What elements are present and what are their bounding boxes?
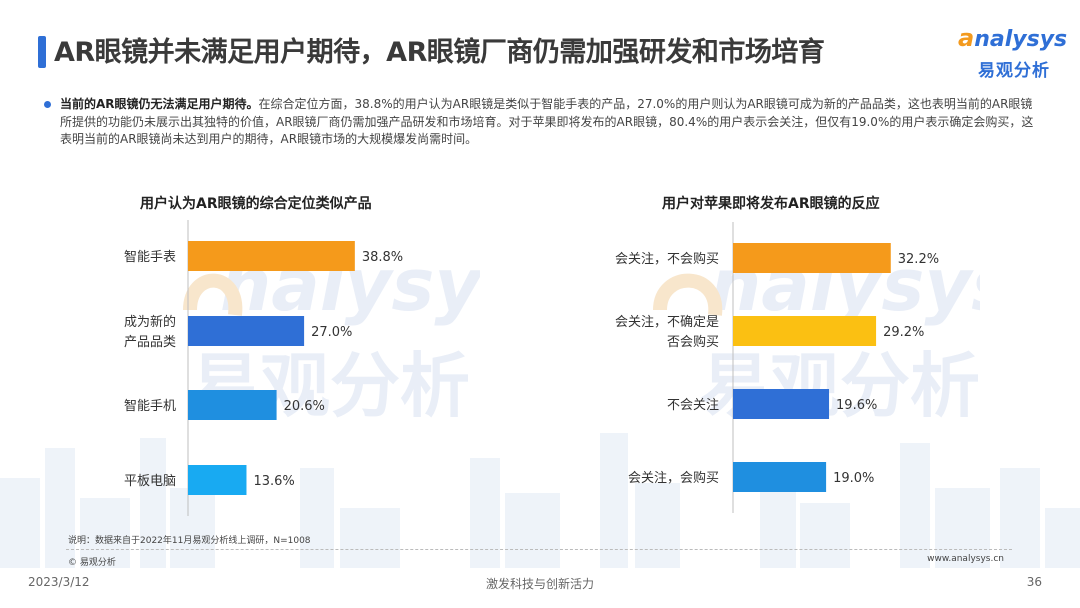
page-title: AR眼镜并未满足用户期待，AR眼镜厂商仍需加强研发和市场培育 [54, 37, 825, 68]
reaction-category-label-2: 不会关注 [667, 398, 719, 413]
positioning-category-label-1-1: 产品品类 [124, 335, 176, 350]
reaction-bar-2 [733, 389, 830, 419]
reaction-bar-3 [733, 462, 827, 492]
positioning-value-label-2: 20.6% [284, 399, 325, 414]
title-bar-icon [38, 36, 46, 68]
data-source-note: 说明：数据来自于2022年11月易观分析线上调研，N=1008 [68, 536, 311, 546]
positioning-category-label-3: 平板电脑 [124, 474, 176, 489]
reaction-value-label-1: 29.2% [883, 325, 924, 340]
bullet-dot-icon [44, 101, 51, 108]
logo-wordmark: analysys [958, 24, 1067, 52]
copyright-text: © 易观分析 [68, 558, 116, 568]
summary-body: 在综合定位方面，38.8%的用户认为AR眼镜是类似于智能手表的产品，27.0%的… [60, 97, 1034, 146]
logo-text: nalysys [974, 27, 1068, 52]
positioning-value-label-0: 38.8% [362, 250, 403, 265]
positioning-bar-0 [188, 241, 355, 271]
reaction-value-label-3: 19.0% [833, 471, 874, 486]
website-link[interactable]: www.analysys.cn [927, 554, 1004, 564]
positioning-value-label-1: 27.0% [311, 325, 352, 340]
logo-letter: a [958, 24, 975, 52]
reaction-bar-1 [733, 316, 877, 346]
positioning-category-label-1-0: 成为新的 [124, 314, 176, 330]
reaction-category-label-1-0: 会关注，不确定是 [615, 315, 719, 330]
footer-divider [66, 549, 1012, 550]
footer-slogan: 激发科技与创新活力 [485, 577, 594, 591]
chart-title-right: 用户对苹果即将发布AR眼镜的反应 [662, 196, 880, 212]
reaction-category-label-0: 会关注，不会购买 [615, 251, 719, 267]
brand-logo: analysys 易观分析 [958, 22, 1067, 84]
report-date: 2023/3/12 [28, 575, 90, 589]
reaction-value-label-0: 32.2% [898, 252, 939, 267]
reaction-bar-0 [733, 243, 891, 273]
positioning-category-label-2: 智能手机 [124, 399, 176, 414]
positioning-category-label-0: 智能手表 [124, 250, 176, 265]
reaction-value-label-2: 19.6% [836, 398, 877, 413]
reaction-category-label-1-1: 否会购买 [667, 334, 719, 350]
positioning-bar-1 [188, 316, 305, 346]
page-number: 36 [1026, 575, 1042, 589]
logo-subtitle: 易观分析 [978, 61, 1050, 81]
reaction-category-label-3: 会关注，会购买 [628, 470, 719, 486]
positioning-value-label-3: 13.6% [253, 474, 294, 489]
summary-paragraph: 当前的AR眼镜仍无法满足用户期待。在综合定位方面，38.8%的用户认为AR眼镜是… [60, 96, 1040, 149]
positioning-bar-2 [188, 390, 277, 420]
positioning-bar-3 [188, 465, 247, 495]
summary-lead: 当前的AR眼镜仍无法满足用户期待。 [60, 97, 259, 111]
chart-title-left: 用户认为AR眼镜的综合定位类似产品 [140, 196, 372, 212]
